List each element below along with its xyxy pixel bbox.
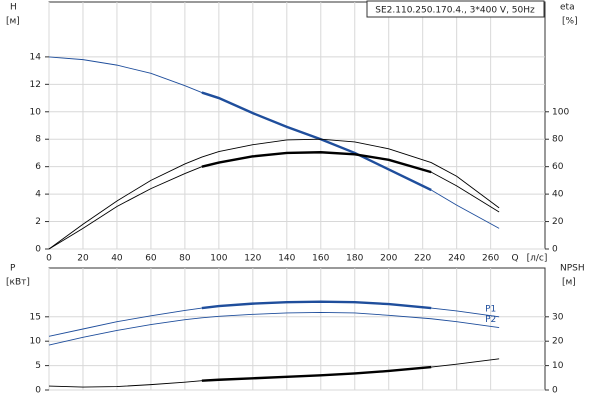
y-tick-label: 8 (35, 135, 41, 145)
duty-curve (201, 91, 432, 192)
y2-tick-label: 100 (552, 107, 569, 117)
x-tick-label: 200 (380, 254, 397, 264)
plot-frame (48, 1, 546, 250)
y2-axis-label: NPSH (560, 264, 585, 274)
y2-tick-label: 20 (552, 217, 564, 227)
y2-tick-label: 20 (552, 337, 564, 347)
y-axis-unit: [м] (6, 17, 20, 27)
y-tick-label: 15 (30, 312, 41, 322)
y2-tick-label: 30 (552, 312, 564, 322)
x-tick-label: 160 (312, 254, 329, 264)
x-tick-label: 60 (145, 254, 157, 264)
y-tick-label: 14 (30, 52, 42, 62)
y2-tick-label: 10 (552, 361, 564, 371)
x-tick-label: 120 (244, 254, 261, 264)
y2-tick-label: 0 (552, 386, 558, 396)
duty-curve (201, 300, 432, 310)
series-label: P2 (485, 315, 496, 325)
x-tick-label: 20 (77, 254, 89, 264)
y-axis-label: H (10, 3, 17, 13)
curve (48, 138, 500, 250)
y-axis-label: P (10, 264, 16, 274)
y2-axis-unit: [%] (562, 17, 578, 27)
y2-axis-label: eta (560, 3, 575, 13)
y2-tick-label: 80 (552, 135, 564, 145)
chart-title: SE2.110.250.170.4., 3*400 V, 50Hz (375, 6, 535, 16)
y2-axis-unit: [м] (562, 278, 576, 288)
x-axis-label: Q (511, 254, 518, 264)
y-tick-label: 5 (35, 361, 41, 371)
x-tick-label: 240 (448, 254, 465, 264)
duty-curve (201, 365, 432, 382)
x-tick-label: 0 (46, 254, 52, 264)
y-tick-label: 10 (30, 107, 42, 117)
x-tick-label: 80 (179, 254, 191, 264)
y-tick-label: 6 (35, 162, 41, 172)
x-axis-unit: [л/с] (527, 254, 548, 264)
y-tick-label: 10 (30, 337, 42, 347)
title-box (366, 0, 545, 18)
x-tick-label: 40 (111, 254, 123, 264)
y-tick-label: 0 (35, 386, 41, 396)
y-tick-label: 12 (30, 80, 41, 90)
x-tick-label: 180 (346, 254, 363, 264)
x-tick-label: 260 (482, 254, 499, 264)
x-tick-label: 140 (278, 254, 295, 264)
x-tick-label: 220 (414, 254, 431, 264)
y-axis-unit: [кВт] (6, 278, 30, 288)
curve (48, 311, 500, 346)
x-tick-label: 100 (210, 254, 227, 264)
y-tick-label: 0 (35, 245, 41, 255)
series-label: P1 (485, 304, 496, 314)
y2-tick-label: 60 (552, 162, 564, 172)
y-tick-label: 2 (35, 217, 41, 227)
y2-tick-label: 0 (552, 245, 558, 255)
duty-curve (201, 151, 432, 174)
y2-tick-label: 40 (552, 190, 564, 200)
y-tick-label: 4 (35, 190, 41, 200)
